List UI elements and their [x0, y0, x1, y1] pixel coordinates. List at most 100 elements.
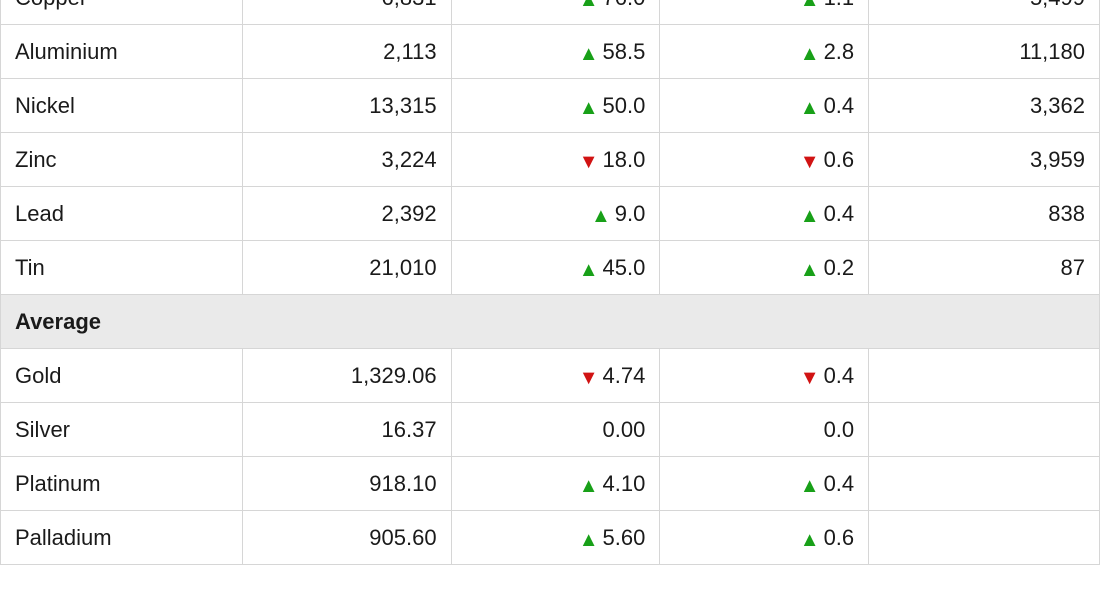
down-triangle-icon: ▼: [579, 152, 599, 172]
pct-cell: ▲0.4: [660, 187, 869, 241]
pct-cell: ▲0.2: [660, 241, 869, 295]
pct-value: 0.4: [824, 471, 855, 496]
price-cell: 905.60: [242, 511, 451, 565]
table-row: Zinc3,224▼18.0▼0.63,959: [1, 133, 1100, 187]
change-value: 45.0: [603, 255, 646, 280]
up-triangle-icon: ▲: [800, 44, 820, 64]
up-triangle-icon: ▲: [579, 98, 599, 118]
up-triangle-icon: ▲: [800, 206, 820, 226]
price-cell: 6,831: [242, 0, 451, 25]
down-triangle-icon: ▼: [800, 152, 820, 172]
up-triangle-icon: ▲: [800, 476, 820, 496]
change-cell: ▲58.5: [451, 25, 660, 79]
volume-cell: 838: [869, 187, 1100, 241]
change-cell: ▲9.0: [451, 187, 660, 241]
pct-cell: ▲0.4: [660, 79, 869, 133]
volume-cell: [869, 349, 1100, 403]
up-triangle-icon: ▲: [579, 476, 599, 496]
price-cell: 16.37: [242, 403, 451, 457]
change-cell: ▲4.10: [451, 457, 660, 511]
up-triangle-icon: ▲: [800, 530, 820, 550]
volume-cell: [869, 457, 1100, 511]
price-cell: 1,329.06: [242, 349, 451, 403]
commodity-name: Lead: [1, 187, 243, 241]
up-triangle-icon: ▲: [579, 260, 599, 280]
up-triangle-icon: ▲: [579, 0, 599, 10]
pct-cell: ▲2.8: [660, 25, 869, 79]
change-value: 5.60: [603, 525, 646, 550]
pct-value: 0.0: [824, 417, 855, 442]
pct-value: 2.8: [824, 39, 855, 64]
section-header-label: Average: [1, 295, 1100, 349]
table-body: Copper6,831▲76.0▲1.15,499Aluminium2,113▲…: [1, 0, 1100, 565]
change-value: 76.0: [603, 0, 646, 10]
change-cell: 0.00: [451, 403, 660, 457]
volume-cell: 87: [869, 241, 1100, 295]
change-cell: ▲5.60: [451, 511, 660, 565]
commodities-table-wrapper: Copper6,831▲76.0▲1.15,499Aluminium2,113▲…: [0, 0, 1100, 565]
change-value: 4.74: [603, 363, 646, 388]
commodity-name: Nickel: [1, 79, 243, 133]
table-row: Platinum918.10▲4.10▲0.4: [1, 457, 1100, 511]
pct-value: 0.4: [824, 201, 855, 226]
pct-value: 0.6: [824, 147, 855, 172]
up-triangle-icon: ▲: [579, 44, 599, 64]
pct-cell: ▲ 1.1: [660, 0, 869, 25]
up-triangle-icon: ▲: [591, 206, 611, 226]
commodity-name: Silver: [1, 403, 243, 457]
price-cell: 918.10: [242, 457, 451, 511]
up-triangle-icon: ▲: [800, 98, 820, 118]
commodity-name: Zinc: [1, 133, 243, 187]
table-row: Lead2,392▲9.0▲0.4838: [1, 187, 1100, 241]
up-triangle-icon: ▲: [579, 530, 599, 550]
table-row: Silver16.37 0.00 0.0: [1, 403, 1100, 457]
pct-value: 1.1: [824, 0, 855, 10]
pct-cell: ▲0.4: [660, 457, 869, 511]
pct-value: 0.6: [824, 525, 855, 550]
table-row: Nickel13,315▲50.0▲0.43,362: [1, 79, 1100, 133]
volume-cell: 11,180: [869, 25, 1100, 79]
change-cell: ▼4.74: [451, 349, 660, 403]
change-value: 0.00: [603, 417, 646, 442]
change-value: 9.0: [615, 201, 646, 226]
table-row: Gold1,329.06▼4.74▼0.4: [1, 349, 1100, 403]
table-row: Palladium905.60▲5.60▲0.6: [1, 511, 1100, 565]
up-triangle-icon: ▲: [800, 0, 820, 10]
pct-value: 0.2: [824, 255, 855, 280]
pct-cell: 0.0: [660, 403, 869, 457]
table-row: Aluminium2,113▲58.5▲2.811,180: [1, 25, 1100, 79]
volume-cell: [869, 511, 1100, 565]
change-cell: ▲ 76.0: [451, 0, 660, 25]
volume-cell: 5,499: [869, 0, 1100, 25]
pct-value: 0.4: [824, 363, 855, 388]
volume-cell: [869, 403, 1100, 457]
change-value: 58.5: [603, 39, 646, 64]
pct-value: 0.4: [824, 93, 855, 118]
pct-cell: ▼0.4: [660, 349, 869, 403]
commodity-name: Tin: [1, 241, 243, 295]
price-cell: 2,113: [242, 25, 451, 79]
change-cell: ▲50.0: [451, 79, 660, 133]
commodity-name: Aluminium: [1, 25, 243, 79]
change-value: 4.10: [603, 471, 646, 496]
down-triangle-icon: ▼: [579, 368, 599, 388]
volume-cell: 3,959: [869, 133, 1100, 187]
commodity-name: Copper: [1, 0, 243, 25]
section-header-row: Average: [1, 295, 1100, 349]
change-value: 18.0: [603, 147, 646, 172]
table-row: Copper6,831 ▲ 76.0 ▲ 1.1 5,499: [1, 0, 1100, 25]
volume-cell: 3,362: [869, 79, 1100, 133]
price-cell: 3,224: [242, 133, 451, 187]
price-cell: 2,392: [242, 187, 451, 241]
price-cell: 21,010: [242, 241, 451, 295]
commodities-table: Copper6,831▲76.0▲1.15,499Aluminium2,113▲…: [0, 0, 1100, 565]
up-triangle-icon: ▲: [800, 260, 820, 280]
down-triangle-icon: ▼: [800, 368, 820, 388]
change-cell: ▲45.0: [451, 241, 660, 295]
commodity-name: Gold: [1, 349, 243, 403]
pct-cell: ▲0.6: [660, 511, 869, 565]
commodity-name: Palladium: [1, 511, 243, 565]
price-cell: 13,315: [242, 79, 451, 133]
pct-cell: ▼0.6: [660, 133, 869, 187]
commodity-name: Platinum: [1, 457, 243, 511]
